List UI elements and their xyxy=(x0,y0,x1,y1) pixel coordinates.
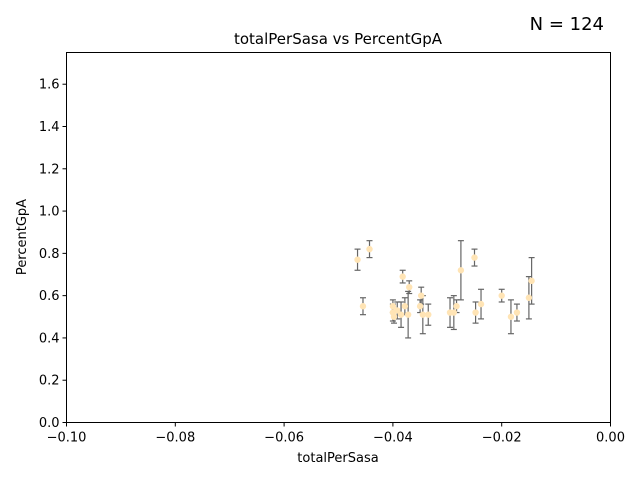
data-point xyxy=(507,313,515,320)
chart-title: totalPerSasa vs PercentGpA xyxy=(234,30,443,48)
y-tick-label: 0.0 xyxy=(39,416,60,431)
data-point xyxy=(419,311,427,318)
data-point xyxy=(397,311,405,318)
errorbar-layer xyxy=(354,240,535,339)
data-point xyxy=(401,303,409,310)
data-point xyxy=(425,311,432,318)
y-tick-label: 1.2 xyxy=(39,162,60,177)
data-point xyxy=(404,311,412,318)
x-tick-label: 0.00 xyxy=(596,431,625,446)
x-axis-ticks: −0.10 −0.08 −0.06 −0.04 −0.02 0.00 xyxy=(47,422,625,446)
data-point xyxy=(457,267,465,274)
x-tick-label: −0.10 xyxy=(47,431,87,446)
data-point xyxy=(390,313,398,320)
data-point xyxy=(498,292,505,299)
data-point xyxy=(525,294,533,301)
y-tick-label: 1.6 xyxy=(39,78,60,93)
y-axis-label: PercentGpA xyxy=(15,199,30,275)
data-point xyxy=(354,256,361,263)
y-tick-label: 0.8 xyxy=(39,247,60,262)
data-point xyxy=(471,254,478,261)
data-point xyxy=(359,303,367,310)
data-point xyxy=(389,303,397,310)
x-tick-label: −0.02 xyxy=(482,431,522,446)
x-axis-label: totalPerSasa xyxy=(297,451,378,466)
y-tick-label: 0.4 xyxy=(39,331,60,346)
data-point xyxy=(513,309,521,316)
x-tick-label: −0.06 xyxy=(264,431,304,446)
data-point xyxy=(406,283,413,291)
data-point xyxy=(450,309,458,316)
y-tick-label: 1.4 xyxy=(39,120,60,135)
point-layer xyxy=(354,245,535,320)
data-point xyxy=(399,273,406,280)
data-point xyxy=(453,303,460,310)
x-tick-label: −0.04 xyxy=(373,431,413,446)
y-tick-label: 1.0 xyxy=(39,205,60,220)
data-point xyxy=(528,277,535,285)
x-tick-label: −0.08 xyxy=(155,431,195,446)
y-tick-label: 0.2 xyxy=(39,374,60,389)
y-axis-ticks: 0.0 0.2 0.4 0.6 0.8 1.0 1.2 1.4 1.6 xyxy=(39,78,67,431)
y-tick-label: 0.6 xyxy=(39,289,60,304)
sample-size-annotation: N = 124 xyxy=(530,14,604,35)
data-point xyxy=(477,300,485,308)
data-point xyxy=(366,245,373,253)
data-point xyxy=(417,292,425,299)
data-point xyxy=(416,303,424,310)
plot-area-frame xyxy=(66,52,611,423)
data-point xyxy=(394,307,401,314)
data-point xyxy=(472,309,479,316)
